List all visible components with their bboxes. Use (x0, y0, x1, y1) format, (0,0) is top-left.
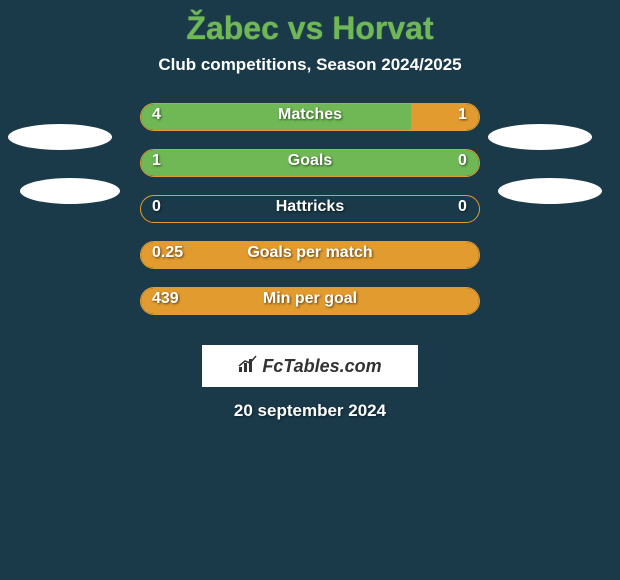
metric-label: Goals per match (140, 244, 480, 262)
date-text: 20 september 2024 (0, 401, 620, 421)
comparison-row: 439Min per goal (0, 287, 620, 333)
chart-icon (238, 355, 258, 378)
metric-label: Goals (140, 152, 480, 170)
page-title: Žabec vs Horvat (0, 0, 620, 47)
player-ellipse (8, 124, 112, 150)
logo-text: FcTables.com (262, 356, 381, 377)
logo: FcTables.com (238, 355, 381, 378)
metric-label: Matches (140, 106, 480, 124)
metric-label: Min per goal (140, 290, 480, 308)
comparison-row: 0.25Goals per match (0, 241, 620, 287)
metric-label: Hattricks (140, 198, 480, 216)
logo-box: FcTables.com (202, 345, 418, 387)
player-ellipse (488, 124, 592, 150)
player-ellipse (498, 178, 602, 204)
subtitle: Club competitions, Season 2024/2025 (0, 55, 620, 75)
player-ellipse (20, 178, 120, 204)
